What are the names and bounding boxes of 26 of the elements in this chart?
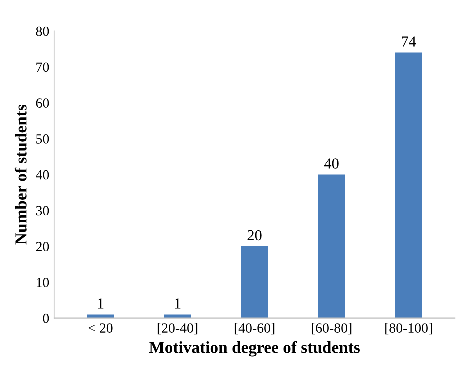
x-tick-label: [20-40] xyxy=(158,323,198,335)
y-tick-label: 20 xyxy=(36,242,50,252)
data-label: 1 xyxy=(98,298,104,309)
bar xyxy=(318,174,346,318)
y-tick-label: 80 xyxy=(36,26,50,36)
y-tick-label: 50 xyxy=(36,134,50,144)
x-axis-title: Motivation degree of students xyxy=(149,341,360,357)
y-tick-label: 70 xyxy=(36,62,50,72)
y-tick-label: 0 xyxy=(43,314,50,324)
bar xyxy=(241,246,268,318)
x-tick-label: [60-80] xyxy=(312,323,352,335)
y-tick-label: 10 xyxy=(36,278,50,288)
bar xyxy=(164,314,192,318)
y-tick-label: 30 xyxy=(36,206,50,216)
data-label: 74 xyxy=(402,36,416,47)
x-tick-label: [80-100] xyxy=(386,323,432,335)
data-label: 40 xyxy=(324,158,339,169)
bar xyxy=(395,52,422,318)
data-label: 1 xyxy=(175,298,181,309)
bar xyxy=(87,314,114,318)
x-tick-label: [40-60] xyxy=(234,323,275,335)
x-tick-label: < 20 xyxy=(88,324,113,333)
y-tick-label: 60 xyxy=(36,98,50,108)
y-axis-title: Number of students xyxy=(14,104,27,245)
data-label: 20 xyxy=(248,230,262,241)
y-tick-label: 40 xyxy=(36,170,50,180)
